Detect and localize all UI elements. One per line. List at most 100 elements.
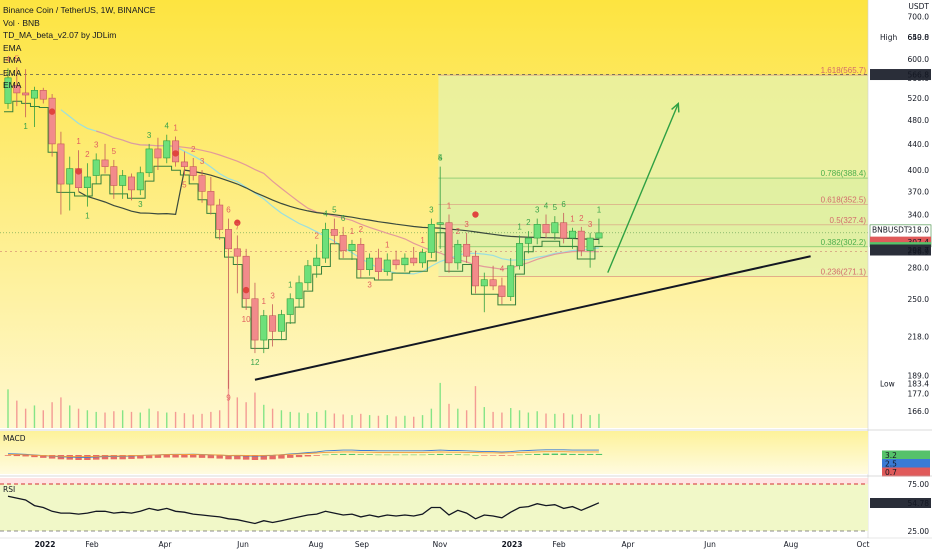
- macd-hist-bar: [569, 453, 576, 455]
- price-label-value: 183.4: [908, 380, 930, 389]
- volume-bar: [227, 370, 230, 428]
- candle: [4, 68, 12, 109]
- candle-body: [136, 172, 144, 191]
- macd-hist-bar: [145, 455, 153, 459]
- candle-body: [507, 265, 515, 297]
- macd-hist-bar: [110, 455, 118, 460]
- signal-dot: [48, 108, 56, 115]
- volume-bar: [289, 411, 291, 428]
- macd-hist-bar: [304, 455, 312, 457]
- price-label-value: 298.7: [908, 246, 930, 255]
- candle: [586, 232, 594, 268]
- td-count-label: 4: [544, 202, 549, 211]
- candle-body: [216, 204, 224, 230]
- price-label-value: 649.8: [908, 33, 930, 42]
- candle: [189, 157, 197, 181]
- td-count-label: 3: [270, 291, 275, 300]
- macd-hist-bar: [445, 454, 453, 455]
- candle-body: [277, 314, 285, 332]
- macd-hist-bar: [13, 455, 21, 457]
- candle-body: [119, 175, 127, 186]
- td-count-label: 3: [94, 140, 99, 149]
- macd-hist-bar: [507, 455, 514, 456]
- macd-hist-bar: [31, 455, 38, 458]
- candle: [277, 309, 285, 341]
- macd-hist-bar: [260, 455, 267, 460]
- y-tick-label: 700.0: [908, 13, 930, 22]
- candle: [489, 265, 497, 291]
- price-label-caption: High: [880, 33, 897, 42]
- candle-body: [304, 265, 312, 284]
- macd-hist-bar: [463, 454, 470, 456]
- macd-signal-line: [7, 451, 599, 458]
- td-count-label: 3: [464, 220, 469, 229]
- candle-body: [568, 230, 576, 239]
- candle-body: [551, 222, 559, 234]
- candle-body: [313, 257, 321, 267]
- legend-ema-1: EMA: [3, 42, 22, 53]
- candle: [480, 272, 488, 313]
- y-tick-label: 520.0: [908, 94, 930, 103]
- macd-hist-bar: [375, 454, 382, 456]
- td-count-label: 1: [288, 280, 293, 289]
- candle-body: [463, 243, 471, 257]
- macd-hist-bar: [436, 453, 444, 455]
- td-count-label: 4: [6, 55, 11, 64]
- volume-bar: [474, 386, 477, 428]
- volume-bar: [201, 413, 203, 428]
- macd-hist-bar: [534, 453, 541, 455]
- candle-body: [489, 279, 497, 287]
- td-count-label: 7: [235, 222, 240, 231]
- macd-hist-bar: [551, 453, 559, 455]
- td-count-label: 4: [500, 265, 505, 274]
- candle: [524, 231, 532, 254]
- candle: [436, 166, 444, 249]
- ticker-label-symbol: BNBUSDT: [872, 225, 909, 234]
- y-tick-label: 370.0: [908, 187, 930, 196]
- macd-hist-bar: [251, 455, 259, 460]
- volume-bar: [139, 412, 141, 428]
- price-label-value: 296.9: [908, 248, 930, 257]
- candle: [119, 170, 127, 199]
- td-count-label: 6: [226, 206, 231, 215]
- x-tick-label: Aug: [784, 540, 799, 549]
- candle-body: [189, 166, 197, 176]
- macd-hist-bar: [525, 454, 532, 455]
- volume-bar: [351, 415, 353, 428]
- x-tick-label: Feb: [85, 540, 99, 549]
- volume-bar: [121, 410, 124, 428]
- candle: [463, 232, 471, 263]
- volume-bar: [510, 408, 512, 428]
- candle: [127, 173, 135, 201]
- candle: [251, 282, 259, 354]
- macd-hist-bar: [419, 454, 426, 456]
- volume-bar: [157, 411, 159, 428]
- volume-bar: [77, 408, 80, 428]
- volume-bar: [210, 411, 212, 428]
- rsi-level-label: 75.00: [908, 480, 930, 489]
- volume-bar: [492, 411, 494, 428]
- volume-bar: [33, 405, 36, 428]
- price-label-box: [870, 244, 931, 256]
- candle-body: [586, 237, 594, 251]
- x-tick-label: Sep: [355, 540, 369, 549]
- candle: [533, 218, 541, 245]
- candle-body: [83, 176, 91, 188]
- candle-body: [163, 140, 171, 159]
- x-tick-label: Jun: [703, 540, 716, 549]
- candle-body: [595, 232, 603, 239]
- volume-bar: [518, 410, 521, 428]
- td-count-label: 2: [456, 227, 461, 236]
- volume-bar: [430, 408, 433, 428]
- candle: [154, 137, 162, 171]
- ma-dark-line: [78, 169, 599, 240]
- td-count-label: 5: [438, 154, 443, 163]
- candle: [242, 248, 250, 310]
- candle: [366, 253, 374, 276]
- td-count-label: 2: [526, 218, 531, 227]
- rsi-value-label: 54.78: [908, 499, 930, 508]
- td-count-label: 1: [173, 124, 178, 133]
- volume-bar: [51, 402, 53, 428]
- candle-body: [322, 229, 330, 259]
